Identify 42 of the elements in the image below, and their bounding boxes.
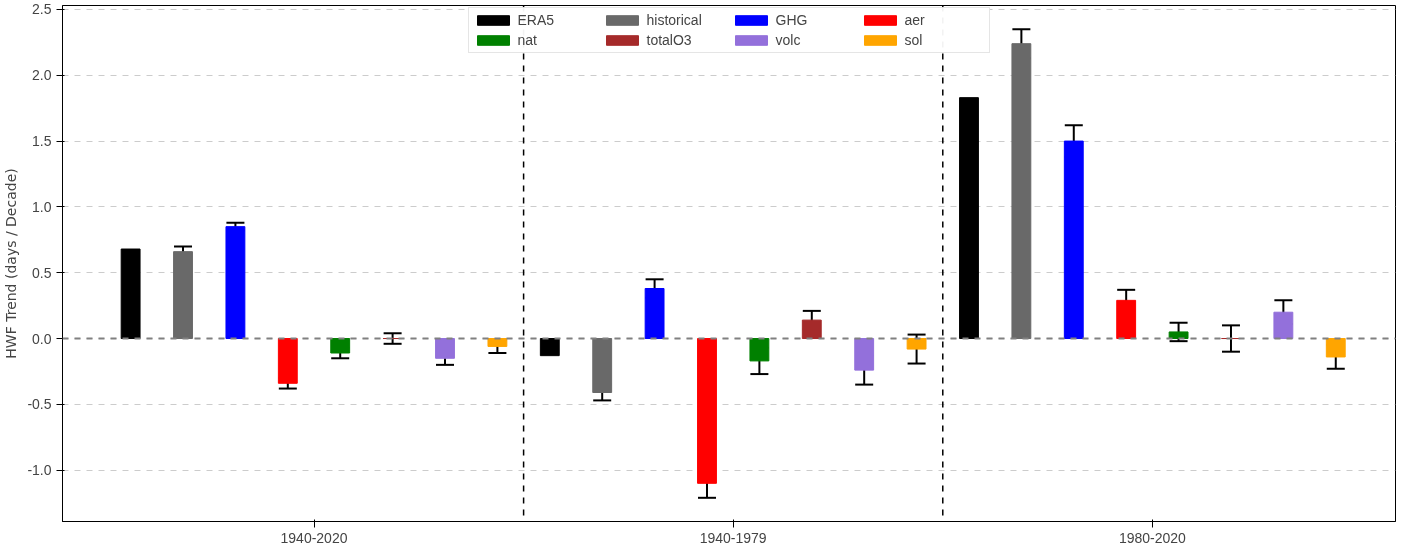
legend-label: ERA5: [517, 12, 556, 28]
y-tick-label: 2.5: [32, 1, 52, 18]
legend-label: sol: [904, 32, 924, 48]
bar: [225, 226, 246, 340]
bar: [959, 97, 979, 340]
bar: [173, 251, 193, 340]
y-axis-title: HWF Trend (days / Decade): [3, 168, 20, 359]
y-tick-label: 2.0: [32, 67, 52, 84]
y-tick-label: 0.0: [32, 330, 52, 347]
legend-label: aer: [904, 12, 926, 28]
legend-label: nat: [517, 32, 538, 48]
bar: [906, 338, 927, 350]
bar: [801, 319, 822, 340]
legend-label: totalO3: [646, 32, 693, 48]
bar: [749, 338, 770, 362]
bar: [120, 248, 141, 340]
bar: [435, 338, 455, 359]
y-tick-label: -0.5: [27, 396, 52, 413]
bar: [1325, 338, 1346, 358]
bar: [277, 338, 298, 384]
bar: [697, 338, 717, 484]
x-tick-label: 1940-1979: [699, 529, 767, 546]
bar: [1273, 311, 1294, 340]
bar: [330, 338, 351, 354]
bar: [1116, 299, 1137, 340]
bar: [1168, 331, 1189, 340]
legend-label: volc: [775, 32, 802, 48]
bar: [854, 338, 875, 371]
x-tick-label: 1980-2020: [1118, 529, 1187, 546]
bar: [487, 338, 508, 347]
bar: [644, 288, 665, 340]
legend-label: GHG: [775, 12, 809, 28]
x-tick-label: 1940-2020: [280, 529, 348, 546]
y-tick-label: -1.0: [27, 462, 52, 479]
bar: [1011, 43, 1032, 340]
bar: [592, 338, 613, 393]
y-tick-label: 0.5: [32, 264, 52, 281]
legend-label: historical: [646, 12, 703, 28]
y-tick-label: 1.0: [32, 198, 52, 215]
y-tick-label: 1.5: [32, 133, 52, 150]
bar: [539, 338, 560, 357]
bar: [1063, 140, 1084, 340]
